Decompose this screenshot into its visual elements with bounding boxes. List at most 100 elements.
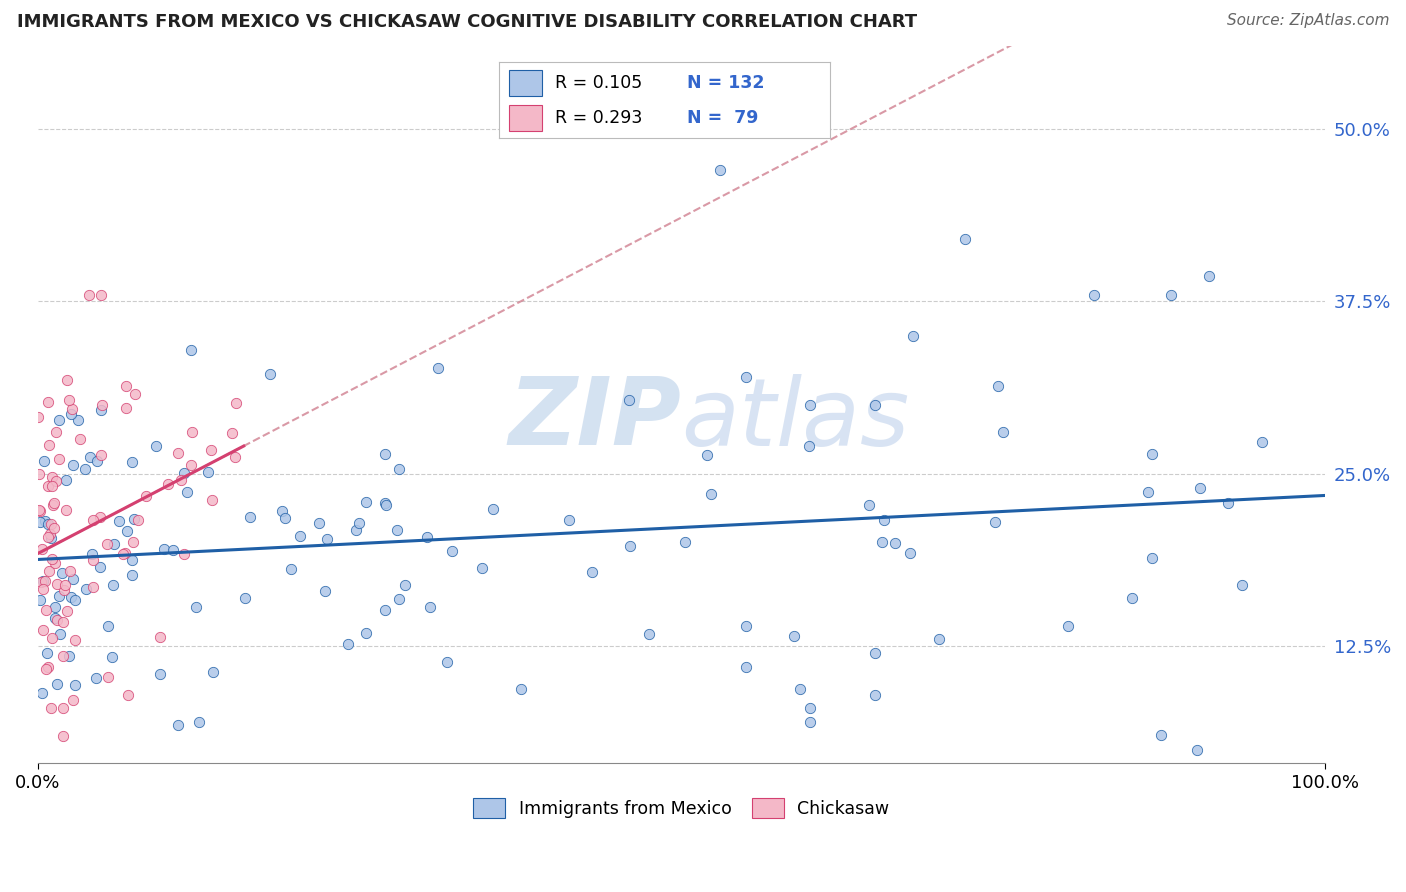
Point	[28, 593, 51, 607]
Point	[180, 343, 202, 357]
Point	[79, 450, 101, 464]
Point	[97, 618, 120, 632]
Point	[127, 513, 149, 527]
Point	[200, 442, 222, 457]
Point	[37, 395, 59, 409]
Point	[1150, 727, 1173, 741]
Point	[673, 535, 696, 549]
Point	[347, 516, 370, 530]
Point	[356, 494, 378, 508]
Point	[55, 502, 77, 516]
Point	[426, 361, 449, 376]
Point	[315, 533, 337, 547]
Point	[62, 572, 84, 586]
Point	[884, 536, 907, 550]
Point	[32, 582, 55, 596]
Point	[59, 564, 82, 578]
Point	[173, 547, 195, 561]
Point	[62, 458, 84, 472]
Point	[225, 396, 247, 410]
Point	[903, 329, 925, 343]
Point	[308, 516, 330, 530]
Text: ZIP: ZIP	[509, 373, 682, 466]
Text: R = 0.293: R = 0.293	[555, 109, 643, 127]
Point	[48, 451, 70, 466]
Point	[89, 560, 111, 574]
Point	[221, 425, 243, 440]
Point	[344, 523, 367, 537]
Point	[84, 671, 107, 685]
Point	[121, 568, 143, 582]
Point	[32, 623, 55, 637]
Point	[69, 432, 91, 446]
Point	[117, 688, 139, 702]
Point	[82, 580, 104, 594]
Point	[51, 648, 73, 663]
Point	[290, 529, 312, 543]
Point	[993, 425, 1015, 440]
Point	[1185, 742, 1208, 756]
Point	[558, 513, 581, 527]
Point	[799, 701, 821, 715]
Point	[60, 407, 83, 421]
Point	[233, 591, 256, 605]
Point	[37, 646, 59, 660]
Text: atlas: atlas	[682, 374, 910, 465]
Point	[1188, 481, 1211, 495]
Point	[374, 447, 396, 461]
Point	[45, 425, 67, 439]
Point	[55, 473, 77, 487]
Point	[1140, 551, 1163, 566]
Point	[799, 398, 821, 412]
Point	[90, 403, 112, 417]
Bar	[509, 70, 543, 95]
Point	[354, 625, 377, 640]
Legend: Immigrants from Mexico, Chickasaw: Immigrants from Mexico, Chickasaw	[465, 789, 898, 827]
Point	[75, 582, 97, 597]
Text: IMMIGRANTS FROM MEXICO VS CHICKASAW COGNITIVE DISABILITY CORRELATION CHART: IMMIGRANTS FROM MEXICO VS CHICKASAW COGN…	[17, 13, 917, 31]
Text: N = 132: N = 132	[688, 74, 765, 92]
Point	[734, 370, 756, 384]
Point	[44, 556, 66, 570]
Point	[197, 465, 219, 479]
Point	[863, 398, 886, 412]
Point	[173, 466, 195, 480]
Point	[374, 498, 396, 512]
Point	[863, 688, 886, 702]
Point	[984, 515, 1007, 529]
Point	[35, 662, 58, 676]
Bar	[509, 105, 543, 130]
Point	[482, 501, 505, 516]
Point	[953, 232, 976, 246]
Text: R = 0.105: R = 0.105	[555, 74, 643, 92]
Point	[1230, 577, 1253, 591]
Point	[62, 692, 84, 706]
Point	[52, 615, 75, 629]
Point	[122, 535, 145, 549]
Point	[38, 438, 60, 452]
Point	[797, 439, 820, 453]
Point	[1160, 287, 1182, 301]
Point	[44, 599, 66, 614]
Point	[336, 637, 359, 651]
Point	[48, 589, 70, 603]
Point	[415, 531, 437, 545]
Point	[27, 409, 49, 424]
Point	[863, 646, 886, 660]
Point	[82, 553, 104, 567]
Point	[1121, 591, 1143, 605]
Point	[619, 392, 641, 407]
Point	[1083, 287, 1105, 301]
Point	[928, 632, 950, 647]
Point	[112, 547, 135, 561]
Point	[121, 455, 143, 469]
Point	[30, 515, 52, 529]
Point	[103, 537, 125, 551]
Point	[45, 474, 67, 488]
Point	[166, 718, 188, 732]
Point	[38, 564, 60, 578]
Point	[44, 610, 66, 624]
Point	[471, 560, 494, 574]
Point	[28, 467, 51, 482]
Point	[52, 701, 75, 715]
